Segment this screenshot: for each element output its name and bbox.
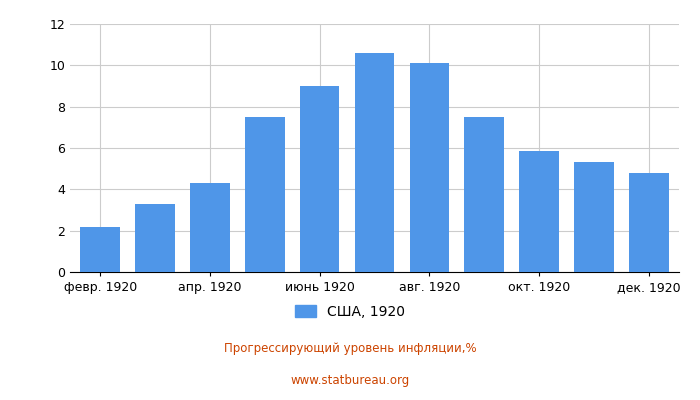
Bar	[245, 117, 284, 272]
Bar	[574, 162, 614, 272]
Bar	[465, 117, 504, 272]
Bar	[300, 86, 339, 272]
Bar	[80, 226, 120, 272]
Bar	[135, 204, 175, 272]
Bar	[519, 151, 559, 272]
Text: Прогрессирующий уровень инфляции,%: Прогрессирующий уровень инфляции,%	[224, 342, 476, 355]
Bar	[355, 53, 394, 272]
Text: www.statbureau.org: www.statbureau.org	[290, 374, 410, 387]
Bar	[190, 183, 230, 272]
Bar	[629, 173, 668, 272]
Legend: США, 1920: США, 1920	[290, 299, 410, 324]
Bar	[410, 63, 449, 272]
